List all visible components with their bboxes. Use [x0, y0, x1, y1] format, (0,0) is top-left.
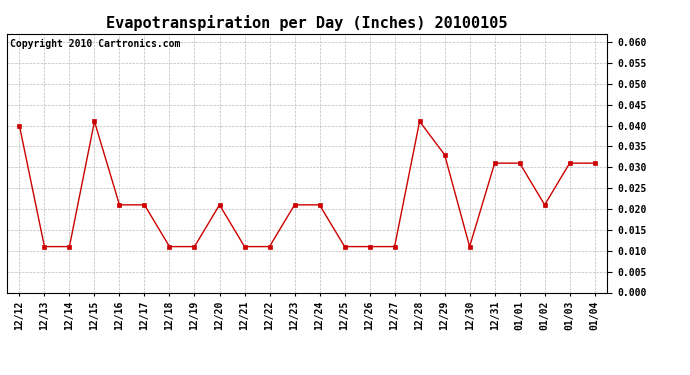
Text: Copyright 2010 Cartronics.com: Copyright 2010 Cartronics.com [10, 39, 180, 49]
Title: Evapotranspiration per Day (Inches) 20100105: Evapotranspiration per Day (Inches) 2010… [106, 15, 508, 31]
